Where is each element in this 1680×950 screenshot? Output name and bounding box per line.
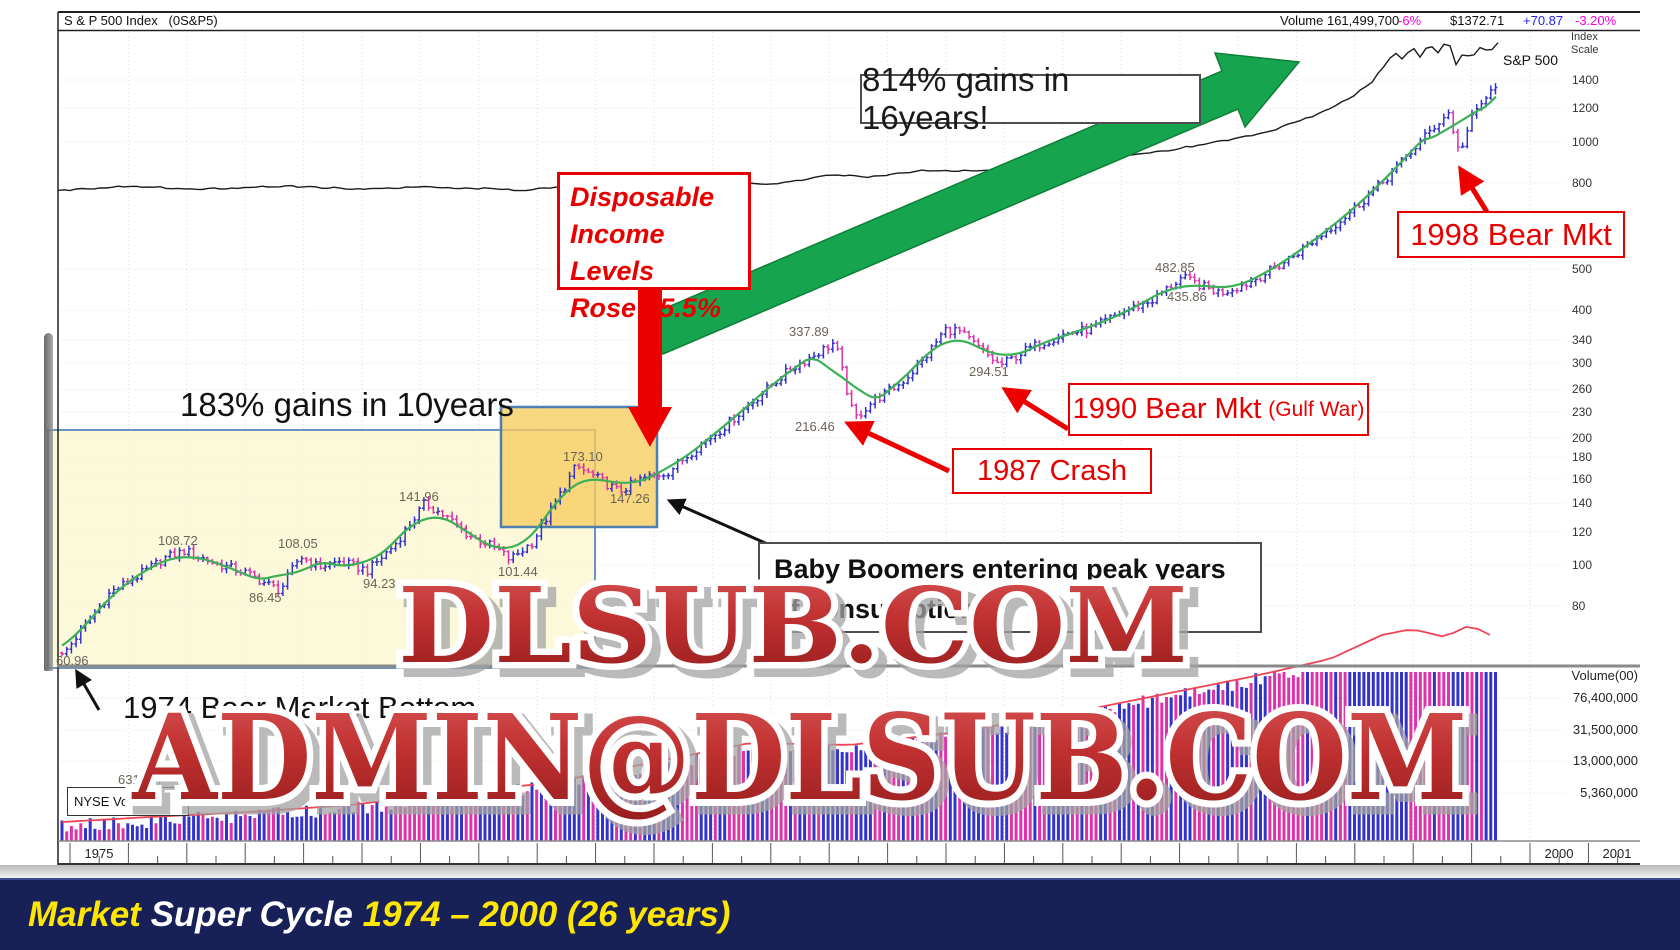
- volume-pct-readout: -6%: [1398, 13, 1422, 28]
- index-tick: 200: [1572, 430, 1593, 445]
- nyse-volume-legend: NYSE Volume: [67, 787, 189, 816]
- price-label: 631.4M: [118, 772, 162, 787]
- index-tick: 80: [1572, 599, 1586, 614]
- price-label: 108.05: [278, 536, 318, 551]
- price-label: 337.89: [789, 324, 829, 339]
- price-label: 94.23: [363, 576, 396, 591]
- index-tick: 1400: [1572, 73, 1599, 87]
- index-tick: 1200: [1572, 101, 1599, 116]
- chart-title: S & P 500 Index (0S&P5): [64, 13, 218, 28]
- footer-bar: Market Super Cycle 1974 – 2000 (26 years…: [0, 878, 1680, 950]
- price-label: 108.72: [158, 533, 198, 548]
- arrow-1974-bottom: [75, 668, 101, 711]
- page-edge-shadow: [44, 333, 53, 671]
- index-tick: 180: [1572, 450, 1593, 465]
- label-183-gains: 183% gains in 10years: [180, 386, 514, 423]
- arrow-baby-boomers: [666, 498, 773, 548]
- volume-tick: 76,400,000: [1572, 690, 1638, 705]
- index-tick: 500: [1572, 262, 1593, 277]
- change-readout: +70.87: [1523, 13, 1564, 28]
- baby-boomers-text: Baby Boomers entering peak years of cons…: [774, 554, 1226, 624]
- price-readout: $1372.71: [1450, 13, 1505, 28]
- price-label: 216.46: [795, 419, 835, 434]
- index-tick: 260: [1572, 382, 1593, 397]
- price-label: 141.96: [399, 489, 439, 504]
- footer-market: Market: [28, 895, 151, 934]
- arrow-1987-crash: [844, 420, 951, 474]
- price-label: 435.86: [1167, 289, 1207, 304]
- callout-baby-boomers: Baby Boomers entering peak years of cons…: [758, 542, 1262, 633]
- index-tick: 340: [1572, 333, 1593, 348]
- year-label: 2001: [1602, 846, 1632, 861]
- footer-years: 1974 – 2000 (26 years): [362, 895, 731, 934]
- arrow-1990-bear: [1001, 387, 1070, 432]
- callout-1998-bear: 1998 Bear Mkt: [1397, 211, 1625, 258]
- index-tick: 140: [1572, 496, 1593, 511]
- price-label: 482.85: [1155, 260, 1195, 275]
- change-pct-readout: -3.20%: [1575, 13, 1617, 28]
- callout-disposable-income: Disposable Income Levels Rose +5.5%: [557, 172, 751, 323]
- disposable-line1: Disposable: [570, 182, 715, 212]
- volume-tick: 13,000,000: [1572, 753, 1638, 768]
- index-tick: 100: [1572, 558, 1593, 573]
- price-label: 147.26: [610, 491, 650, 506]
- watermark-shadow-secondary: ADMIN@DLSUB.COM: [140, 696, 1476, 835]
- volume-tick: 31,500,000: [1572, 722, 1638, 737]
- green-trend-arrow: [646, 52, 1301, 355]
- page-bottom-strip: [0, 865, 1680, 878]
- index-scale-title: Index Scale: [1571, 31, 1599, 57]
- callout-1987-crash: 1987 Crash: [952, 448, 1152, 494]
- year-label: 2000: [1544, 846, 1574, 861]
- callout-1990-bear: 1990 Bear Mkt (Gulf War): [1068, 383, 1369, 436]
- overlay-shapes: [75, 52, 1490, 711]
- price-label: 86.45: [249, 590, 282, 605]
- bear-1990-text: 1990 Bear Mkt: [1072, 393, 1262, 425]
- label-1974-bottom: 1974 Bear Market Bottom: [123, 690, 477, 725]
- arrow-1998-bear: [1458, 165, 1490, 214]
- index-tick: 1000: [1572, 134, 1599, 149]
- index-tick: 800: [1572, 175, 1593, 190]
- index-tick: 120: [1572, 524, 1593, 539]
- watermark-shadow-primary: DLSUB.COM: [406, 572, 1196, 695]
- year-label: 1975: [84, 846, 114, 861]
- bear-1990-subtext: (Gulf War): [1268, 397, 1365, 421]
- price-label: 2.1B: [510, 730, 537, 745]
- chart-frame: [57, 11, 1640, 865]
- price-volume-series: [57, 42, 1619, 864]
- red-down-arrow: [628, 290, 672, 447]
- index-tick: 230: [1572, 404, 1593, 419]
- volume-axis-title: Volume(00): [1571, 668, 1638, 683]
- price-label: 60.96: [56, 653, 89, 668]
- watermark-primary: DLSUB.COM: [398, 564, 1188, 687]
- sp500-line-label: S&P 500: [1503, 52, 1559, 68]
- index-scale-line2: Scale: [1571, 44, 1599, 56]
- footer-supercycle: Super Cycle: [150, 895, 363, 934]
- price-label: 294.51: [969, 364, 1009, 379]
- index-tick: 300: [1572, 356, 1593, 371]
- index-tick: 160: [1572, 471, 1593, 486]
- volume-readout: Volume 161,499,700: [1280, 13, 1400, 28]
- watermark-secondary: ADMIN@DLSUB.COM: [132, 688, 1468, 827]
- price-label: 101.44: [498, 564, 538, 579]
- volume-tick: 5,360,000: [1580, 785, 1638, 800]
- disposable-line2: Income Levels: [570, 219, 665, 286]
- disposable-line3: Rose +5.5%: [570, 293, 721, 323]
- price-label: 173.10: [563, 449, 603, 464]
- index-tick: 400: [1572, 303, 1593, 318]
- index-scale-line1: Index: [1571, 31, 1598, 43]
